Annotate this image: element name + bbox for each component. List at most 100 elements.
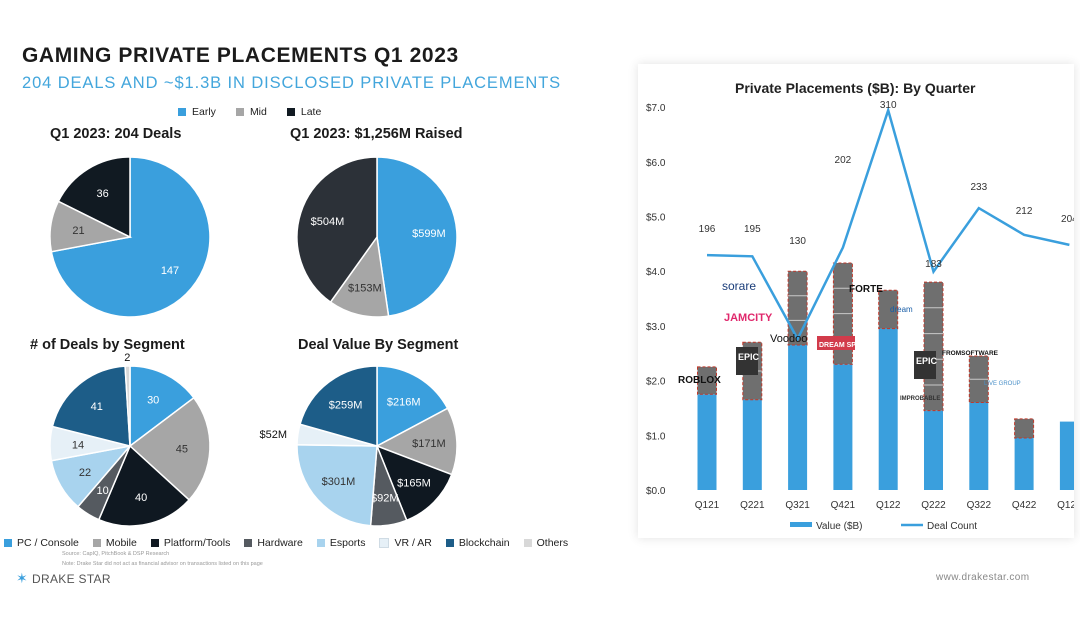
pie-slice-blockchain	[299, 365, 378, 447]
pie-label: 45	[176, 443, 188, 455]
pie-raised-by-stage: $599M $153M $504M	[296, 156, 458, 318]
y-axis: $0.0 $1.0 $2.0 $3.0 $4.0 $5.0 $6.0 $7.0	[646, 103, 666, 497]
value-bars	[697, 262, 1074, 490]
legend-line-label: Deal Count	[927, 521, 977, 532]
pie-label: $259M	[329, 400, 363, 412]
company-logo-bg	[914, 351, 936, 379]
value-bar	[924, 410, 943, 490]
company-logo: ROBLOX	[678, 375, 721, 386]
source-note: Source: CapIQ, PitchBook & DSP Research	[62, 551, 170, 557]
pie-deals-by-stage: 147 21 36	[49, 156, 211, 318]
legend-mid: Mid	[235, 106, 267, 118]
mega-deal-outline	[1014, 418, 1035, 439]
company-logo: IMPROBABLE	[900, 396, 940, 402]
company-logo: Voodoo	[770, 333, 807, 345]
value-bar	[788, 345, 808, 490]
pie-label: $171M	[412, 438, 446, 450]
pie-label: 147	[161, 265, 179, 277]
quarter-chart: $0.0$1.0$2.0$3.0$4.0$5.0$6.0$7.0 196 1951…	[646, 100, 1074, 532]
y-tick-label: $3.0	[646, 322, 666, 333]
pie-label: 10	[96, 485, 108, 497]
company-logo: LIVE GROUP	[984, 381, 1021, 387]
pie-label: 41	[91, 401, 103, 413]
deal-count-label: 310	[880, 100, 897, 111]
legend-early: Early	[178, 106, 216, 118]
pie-label: 36	[96, 188, 108, 200]
y-tick-label: $0.0	[646, 486, 666, 497]
company-logo: DREAM SPORTS	[819, 342, 876, 349]
mega-deal-bar	[878, 290, 898, 329]
value-bar	[833, 364, 853, 490]
value-bar	[697, 394, 717, 490]
segment-legend-item: Blockchain	[445, 537, 510, 549]
pie-label: $92M	[371, 492, 399, 504]
pie-slice-esports	[296, 444, 378, 527]
website-url: www.drakestar.com	[936, 572, 1030, 583]
pie-label: 30	[147, 395, 159, 407]
deal-count-label: 233	[970, 182, 987, 193]
deal-count-label: 202	[835, 155, 852, 166]
value-bar	[1014, 438, 1034, 490]
y-tick-label: $5.0	[646, 213, 666, 224]
page-subtitle: 204 DEALS AND ~$1.3B IN DISCLOSED PRIVAT…	[22, 74, 562, 92]
disclaimer-note: Note: Drake Star did not act as financia…	[62, 561, 263, 567]
pie-label: 2	[124, 352, 130, 364]
pie-slice-blockchain	[51, 365, 131, 447]
value-bar	[878, 328, 898, 490]
x-tick-label: Q121	[695, 500, 720, 511]
pie-seg-value-title: Deal Value By Segment	[298, 337, 459, 353]
segment-legend-item: Hardware	[244, 537, 303, 549]
company-logo: FROMSOFTWARE	[942, 350, 999, 357]
pie-label: 22	[79, 467, 91, 479]
pie-slice-platform-tools	[97, 444, 191, 527]
x-tick-label: Q421	[831, 500, 856, 511]
deal-count-label: 195	[744, 224, 761, 235]
deal-count-label: 204	[1061, 214, 1074, 225]
value-bar	[742, 399, 762, 490]
pie-slice-others	[124, 365, 131, 447]
pie-label: 21	[72, 225, 84, 237]
deal-count-label: 183	[925, 259, 942, 270]
company-logo: EPIC	[738, 352, 760, 362]
pie-slice-pc-console	[129, 365, 195, 448]
x-tick-label: Q321	[785, 500, 810, 511]
pie-value-by-segment: $216M $171M $165M $92M $301M $52M $259M	[259, 365, 458, 527]
legend-late: Late	[286, 106, 321, 118]
x-tick-label: Q422	[1012, 500, 1037, 511]
company-annotations: ROBLOX EPIC sorare JAMCITY Voodoo DREAM SPORT…	[678, 279, 1021, 402]
company-logo: JAMCITY	[724, 312, 773, 324]
x-tick-label: Q222	[921, 500, 946, 511]
pie-slice-late	[296, 156, 378, 304]
company-logo: EPIC	[916, 356, 938, 366]
segment-legend-item: Mobile	[92, 537, 137, 549]
pie-label: $216M	[387, 396, 421, 408]
y-tick-label: $6.0	[646, 158, 666, 169]
mega-deal-outline	[697, 366, 717, 395]
company-logo-bg	[736, 347, 758, 375]
pie-slice-platform-tools	[375, 444, 453, 522]
pie-label: $165M	[397, 478, 431, 490]
pie-slice-mobile	[375, 407, 458, 476]
pie-slice-mobile	[128, 396, 211, 501]
pie-slice-pc-console	[376, 365, 449, 448]
deal-count-polyline	[706, 106, 1070, 342]
pie-deals-title: Q1 2023: 204 Deals	[50, 126, 182, 142]
company-logo: FORTE	[849, 284, 883, 295]
stage-legend: Early Mid Late	[178, 106, 321, 118]
pie-raised-title: Q1 2023: $1,256M Raised	[290, 126, 463, 142]
x-tick-label: Q122	[876, 500, 901, 511]
quarter-chart-legend: Value ($B) Deal Count	[790, 521, 977, 532]
y-tick-label: $2.0	[646, 377, 666, 388]
segment-legend: PC / Console Mobile Platform/Tools Hardware…	[4, 537, 568, 549]
page-title: GAMING PRIVATE PLACEMENTS Q1 2023	[22, 44, 459, 67]
legend-bar-swatch	[790, 522, 812, 527]
value-bar	[1059, 421, 1074, 490]
y-tick-label: $1.0	[646, 431, 666, 442]
y-tick-label: $7.0	[646, 103, 666, 114]
x-axis: Q121 Q221 Q321 Q421 Q122 Q222 Q322 Q422 Q123	[695, 500, 1074, 511]
mega-deal-bar	[924, 282, 943, 411]
x-tick-label: Q221	[740, 500, 765, 511]
pie-slice-mid	[329, 235, 390, 318]
pie-deals-by-segment: 30 45 40 10 22 14 41 2	[49, 352, 211, 527]
mega-deal-outline	[787, 270, 808, 346]
